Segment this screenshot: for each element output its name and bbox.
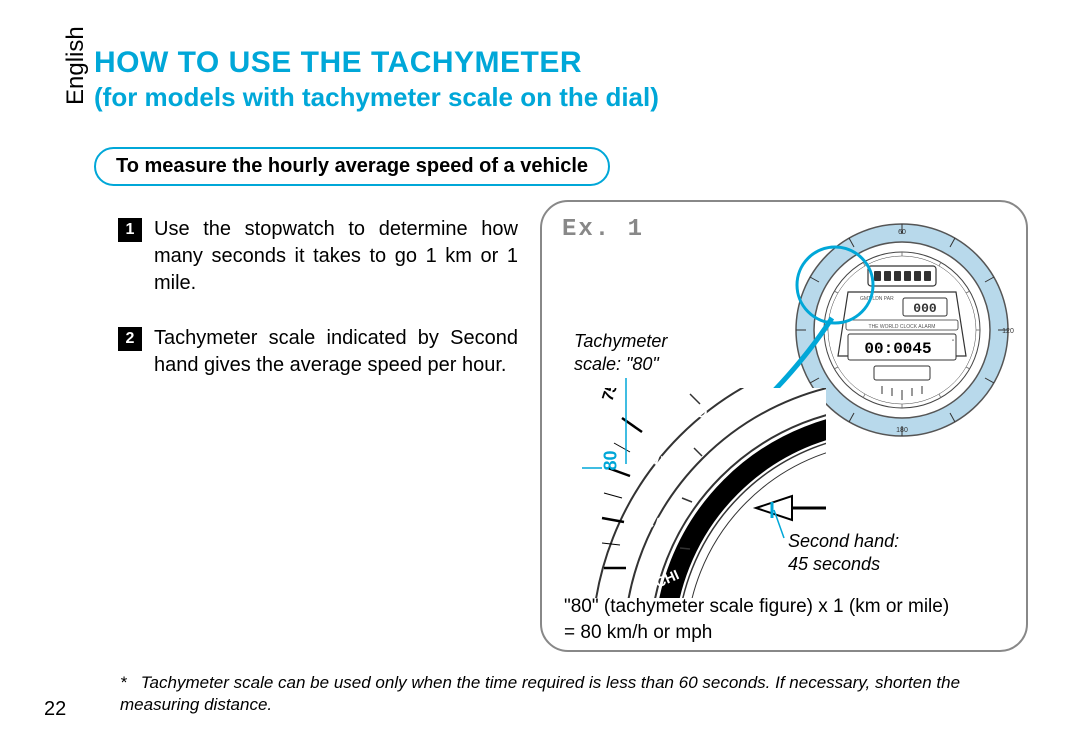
svg-text:120: 120 <box>1002 328 1014 335</box>
step-number-icon: 1 <box>118 218 142 242</box>
title-main: HOW TO USE THE TACHYMETER <box>94 46 659 80</box>
example-label: Ex. 1 <box>562 216 644 243</box>
eq-line: "80" (tachymeter scale figure) x 1 (km o… <box>564 596 949 617</box>
tachymeter-callout: Tachymeter scale: "80" <box>574 330 667 375</box>
step-number-icon: 2 <box>118 327 142 351</box>
tach-label-line: scale: "80" <box>574 354 659 374</box>
svg-text:00:0045: 00:0045 <box>864 340 931 358</box>
svg-text:CAN: CAN <box>644 514 675 531</box>
sec-label-line: Second hand: <box>788 531 899 551</box>
section-heading: To measure the hourly average speed of a… <box>94 147 610 186</box>
title-sub: (for models with tachymeter scale on the… <box>94 82 659 113</box>
svg-text:000: 000 <box>913 301 937 316</box>
svg-text:75: 75 <box>600 388 622 403</box>
step-item: 1 Use the stopwatch to determine how man… <box>118 216 518 297</box>
second-hand-callout: Second hand: 45 seconds <box>788 530 899 575</box>
svg-text:180: 180 <box>896 427 908 434</box>
eq-line: = 80 km/h or mph <box>564 622 712 643</box>
tach-label-line: Tachymeter <box>574 331 667 351</box>
step-text: Tachymeter scale indicated by Second han… <box>154 325 518 379</box>
svg-text:THE WORLD CLOCK ALARM: THE WORLD CLOCK ALARM <box>869 324 936 330</box>
title-block: HOW TO USE THE TACHYMETER (for models wi… <box>94 46 659 113</box>
step-item: 2 Tachymeter scale indicated by Second h… <box>118 325 518 379</box>
svg-text:60: 60 <box>898 229 906 236</box>
page-number: 22 <box>44 698 66 721</box>
footnote: * Tachymeter scale can be used only when… <box>120 672 1030 716</box>
svg-text:GMT LDN PAR: GMT LDN PAR <box>860 296 894 302</box>
language-label: English <box>62 26 90 105</box>
example-panel: Ex. 1 60 120 180 <box>540 200 1028 652</box>
tachymeter-value: 80 <box>601 450 622 470</box>
footnote-star-icon: * <box>120 672 136 694</box>
equation-text: "80" (tachymeter scale figure) x 1 (km o… <box>564 594 949 645</box>
step-text: Use the stopwatch to determine how many … <box>154 216 518 297</box>
footnote-text: Tachymeter scale can be used only when t… <box>120 673 960 714</box>
svg-text:'': '' <box>952 340 954 346</box>
steps-list: 1 Use the stopwatch to determine how man… <box>118 216 518 407</box>
sec-label-line: 45 seconds <box>788 554 880 574</box>
